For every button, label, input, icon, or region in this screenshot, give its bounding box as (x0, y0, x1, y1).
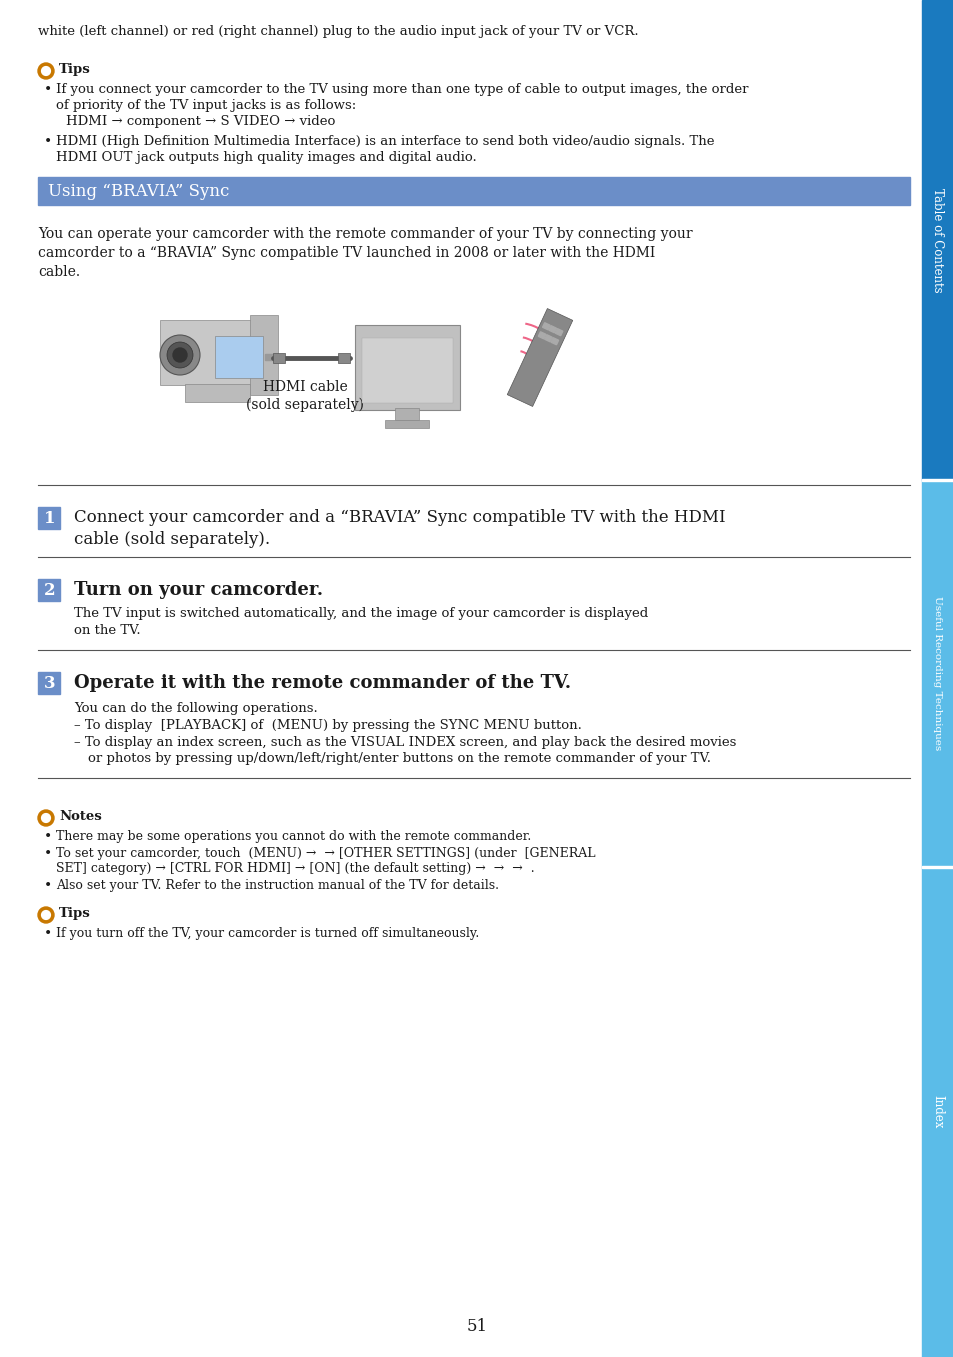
Text: 1: 1 (44, 510, 55, 527)
Text: Tips: Tips (59, 906, 91, 920)
Text: •: • (44, 134, 52, 149)
Bar (537, 331, 545, 339)
Bar (548, 326, 556, 332)
Polygon shape (507, 308, 572, 407)
Text: HDMI → component → S VIDEO → video: HDMI → component → S VIDEO → video (66, 115, 335, 128)
Bar (542, 323, 550, 330)
Text: To set your camcorder, touch  (MENU) →  → [OTHER SETTINGS] (under  [GENERAL: To set your camcorder, touch (MENU) → → … (56, 847, 595, 860)
Circle shape (38, 810, 54, 826)
Text: – To display  [PLAYBACK] of  (MENU) by pressing the SYNC MENU button.: – To display [PLAYBACK] of (MENU) by pre… (74, 719, 581, 731)
Text: Operate it with the remote commander of the TV.: Operate it with the remote commander of … (74, 674, 571, 692)
Bar (921, 480, 953, 1357)
Text: •: • (44, 927, 52, 940)
Text: HDMI OUT jack outputs high quality images and digital audio.: HDMI OUT jack outputs high quality image… (56, 151, 476, 164)
Text: of priority of the TV input jacks is as follows:: of priority of the TV input jacks is as … (56, 99, 355, 113)
Circle shape (38, 906, 54, 923)
Bar (250, 315, 277, 395)
Text: Table of Contents: Table of Contents (930, 187, 943, 292)
Bar (214, 337, 263, 379)
Text: 3: 3 (44, 674, 55, 692)
Circle shape (42, 911, 51, 920)
Text: •: • (44, 830, 52, 844)
Bar (555, 328, 562, 335)
Bar (544, 335, 552, 342)
Text: HDMI (High Definition Multimedia Interface) is an interface to send both video/a: HDMI (High Definition Multimedia Interfa… (56, 134, 714, 148)
Text: (sold separately): (sold separately) (246, 398, 364, 413)
Text: You can operate your camcorder with the remote commander of your TV by connectin: You can operate your camcorder with the … (38, 227, 692, 242)
Bar (38, 508, 60, 529)
Bar (38, 579, 60, 601)
Text: white (left channel) or red (right channel) plug to the audio input jack of your: white (left channel) or red (right chann… (38, 24, 638, 38)
Text: SET] category) → [CTRL FOR HDMI] → [ON] (the default setting) →  →  →  .: SET] category) → [CTRL FOR HDMI] → [ON] … (56, 862, 534, 875)
Circle shape (42, 66, 51, 76)
Bar (185, 384, 250, 402)
Text: If you turn off the TV, your camcorder is turned off simultaneously.: If you turn off the TV, your camcorder i… (56, 927, 478, 940)
Bar (273, 353, 285, 364)
Circle shape (160, 335, 200, 375)
Text: or photos by pressing up/down/left/right/enter buttons on the remote commander o: or photos by pressing up/down/left/right… (88, 752, 710, 765)
Circle shape (172, 347, 187, 362)
Bar (385, 421, 429, 427)
Text: Using “BRAVIA” Sync: Using “BRAVIA” Sync (48, 183, 229, 199)
Text: Useful Recording Techniques: Useful Recording Techniques (933, 596, 942, 750)
Text: HDMI cable: HDMI cable (262, 380, 347, 394)
Text: Turn on your camcorder.: Turn on your camcorder. (74, 581, 323, 598)
Text: If you connect your camcorder to the TV using more than one type of cable to out: If you connect your camcorder to the TV … (56, 83, 748, 96)
Text: •: • (44, 83, 52, 96)
Bar (38, 672, 60, 693)
Circle shape (38, 62, 54, 79)
Bar (395, 408, 418, 421)
Bar (921, 0, 953, 480)
Bar (921, 479, 953, 480)
Text: Index: Index (930, 1095, 943, 1129)
Bar (38, 176, 909, 205)
Text: You can do the following operations.: You can do the following operations. (74, 702, 317, 715)
Text: Notes: Notes (59, 810, 102, 822)
Text: •: • (44, 847, 52, 860)
Text: on the TV.: on the TV. (74, 624, 140, 636)
Text: Connect your camcorder and a “BRAVIA” Sync compatible TV with the HDMI: Connect your camcorder and a “BRAVIA” Sy… (74, 509, 725, 527)
Bar (337, 353, 350, 364)
Bar (551, 338, 558, 345)
Bar (921, 866, 953, 868)
Text: •: • (44, 879, 52, 893)
Bar (355, 324, 459, 410)
Text: cable.: cable. (38, 265, 80, 280)
Text: – To display an index screen, such as the VISUAL INDEX screen, and play back the: – To display an index screen, such as th… (74, 735, 736, 749)
Text: 51: 51 (466, 1318, 487, 1335)
Text: camcorder to a “BRAVIA” Sync compatible TV launched in 2008 or later with the HD: camcorder to a “BRAVIA” Sync compatible … (38, 246, 655, 261)
Circle shape (42, 814, 51, 822)
Text: 2: 2 (44, 582, 55, 598)
Text: Tips: Tips (59, 62, 91, 76)
Text: cable (sold separately).: cable (sold separately). (74, 531, 270, 548)
Bar (265, 354, 273, 360)
Text: There may be some operations you cannot do with the remote commander.: There may be some operations you cannot … (56, 830, 531, 843)
Bar (361, 338, 453, 403)
Text: Also set your TV. Refer to the instruction manual of the TV for details.: Also set your TV. Refer to the instructi… (56, 879, 498, 892)
Bar (160, 320, 265, 385)
Text: The TV input is switched automatically, and the image of your camcorder is displ: The TV input is switched automatically, … (74, 607, 648, 620)
Circle shape (167, 342, 193, 368)
